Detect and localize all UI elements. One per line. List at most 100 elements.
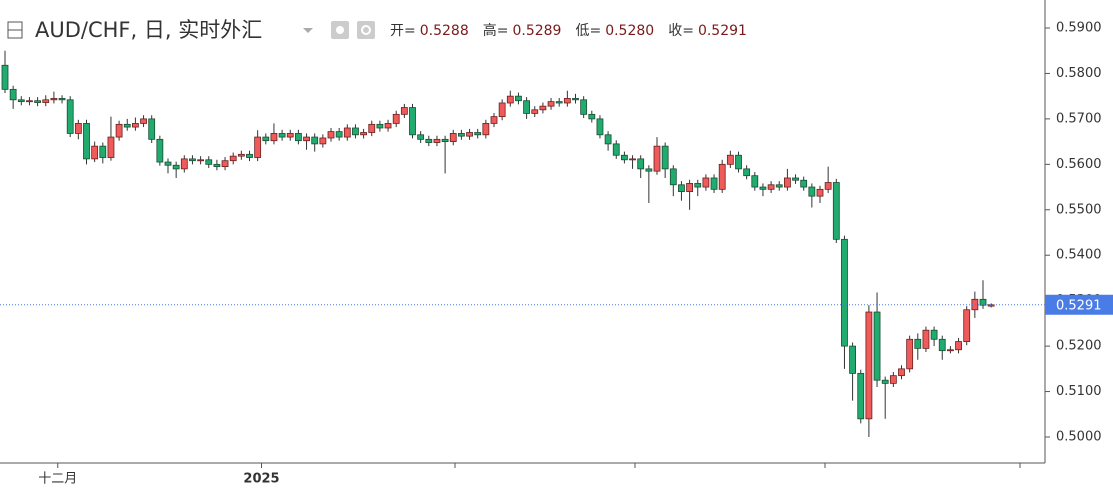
candle-body: [979, 298, 987, 306]
dropdown-arrow[interactable]: [303, 28, 313, 33]
candle-body: [384, 123, 392, 129]
candle-body: [645, 168, 653, 172]
candle-body: [237, 153, 245, 157]
candle-body: [922, 329, 930, 349]
candle-body: [792, 177, 799, 181]
candle-body: [873, 311, 881, 381]
x-tick-label: 2025: [243, 472, 279, 487]
candle-body: [947, 349, 954, 352]
candle-body: [246, 153, 253, 158]
candle-body: [824, 182, 832, 190]
candle-body: [409, 107, 416, 136]
settings-icon[interactable]: [357, 21, 375, 39]
candle-body: [229, 155, 237, 162]
y-tick-label: 0.5100: [1056, 384, 1102, 399]
candle-body: [123, 123, 131, 128]
candle-body: [531, 109, 539, 114]
chart-title: AUD/CHF, 日, 实时外汇: [35, 18, 262, 42]
legend-value: 0.5280: [605, 23, 654, 39]
legend-value: 0.5288: [420, 23, 469, 39]
current-price-box: [1045, 294, 1113, 315]
candle-body: [9, 88, 17, 101]
candle-body: [319, 137, 327, 145]
legend-label: 开=: [390, 23, 416, 39]
candle-body: [498, 102, 506, 118]
candle-body: [99, 145, 107, 158]
x-tick-label: 十二月: [38, 472, 77, 487]
candle-body: [726, 154, 734, 165]
candle-body: [441, 138, 449, 143]
candle-body: [457, 133, 465, 137]
candle-body: [832, 182, 840, 240]
candle-body: [254, 136, 262, 158]
candle-body: [466, 132, 473, 137]
candle-body: [335, 131, 343, 138]
legend-label: 收=: [668, 23, 694, 39]
candle-body: [515, 95, 522, 102]
candle-body: [311, 136, 319, 145]
candle-body: [849, 345, 856, 374]
candle-body: [417, 134, 425, 140]
eye-pupil: [336, 26, 344, 34]
candle-body: [343, 127, 351, 138]
y-tick-label: 0.5500: [1056, 202, 1102, 217]
candle-body: [474, 132, 482, 136]
candle-body: [303, 136, 310, 142]
candle-body: [580, 99, 588, 115]
candle-body: [889, 375, 897, 384]
candle-body: [588, 113, 596, 120]
candle-body: [629, 158, 636, 161]
candle-body: [278, 133, 286, 138]
y-tick-label: 0.5400: [1056, 248, 1102, 263]
candle-body: [971, 298, 979, 311]
candle-body: [482, 123, 490, 136]
candle-body: [66, 99, 74, 134]
candle-body: [547, 101, 555, 107]
candle-body: [50, 98, 58, 101]
candle-body: [857, 372, 865, 420]
candle-body: [604, 134, 612, 145]
candle-body: [17, 99, 25, 103]
candle-body: [955, 341, 962, 351]
candle-body: [963, 309, 971, 342]
candle-body: [784, 177, 791, 188]
candle-body: [368, 123, 376, 133]
candle-body: [205, 159, 213, 165]
y-tick-label: 0.5700: [1056, 111, 1102, 126]
candle-body: [930, 329, 938, 340]
candle-body: [865, 311, 873, 420]
candle-body: [710, 177, 718, 190]
candle-body: [881, 379, 889, 384]
candle-body: [115, 123, 123, 138]
candle-body: [767, 184, 775, 190]
candle-body: [107, 136, 115, 158]
candle-body: [596, 118, 604, 136]
candle-body: [91, 145, 99, 160]
candle-body: [906, 338, 914, 370]
candle-body: [987, 304, 995, 307]
candle-body: [735, 154, 742, 170]
candle-body: [678, 184, 685, 193]
candle-body: [26, 100, 33, 103]
candle-body: [433, 138, 441, 143]
candle-body: [694, 183, 702, 188]
candle-body: [360, 132, 368, 136]
candle-body: [898, 368, 905, 377]
candle-body: [83, 123, 90, 160]
candle-body: [58, 98, 66, 101]
candle-body: [148, 118, 156, 140]
candle-body: [156, 138, 164, 163]
candle-body: [490, 116, 498, 124]
candle-body: [294, 133, 302, 142]
candle-body: [841, 238, 848, 347]
candle-body: [539, 105, 547, 111]
gear: [361, 25, 371, 35]
candle-body: [376, 123, 384, 129]
candle-body: [572, 98, 579, 101]
collapse-icon[interactable]: [7, 21, 23, 39]
candle-body: [661, 145, 669, 170]
candle-body: [621, 154, 628, 161]
candle-body: [42, 99, 50, 103]
candle-body: [172, 164, 180, 170]
